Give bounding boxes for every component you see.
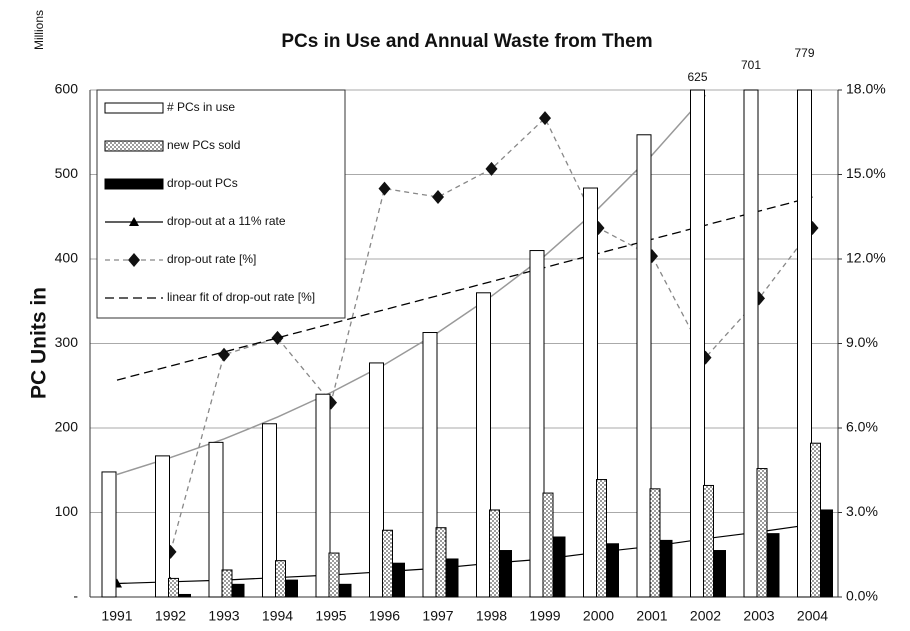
bar [810,442,821,598]
value-label: 625 [687,70,707,84]
chart-title: PCs in Use and Annual Waste from Them [281,31,652,52]
bar [262,423,277,598]
bar [392,562,405,598]
bar [583,187,598,598]
bar [231,583,245,598]
bar [542,492,554,598]
x-tick-label: 2004 [797,608,828,624]
legend-swatch [104,178,164,190]
bar [820,509,833,598]
bar [596,479,607,598]
marker [539,111,551,126]
y-axis-label: PC Units in [28,287,51,399]
legend-label: drop-out PCs [167,176,238,190]
y-tick-label: 600 [55,81,79,97]
marker [218,347,230,362]
x-tick-label: 1997 [422,608,453,624]
y2-tick-label: 9.0% [846,334,878,350]
bar [369,362,384,598]
bar [552,536,566,598]
bar [168,577,179,598]
x-tick-label: 1993 [208,608,239,624]
bar [649,488,661,598]
y-tick-label: 300 [55,334,79,350]
bar [275,560,286,598]
bar [529,250,545,598]
legend-label: # PCs in use [167,100,235,114]
marker [271,330,284,345]
x-tick-label: 1991 [101,608,132,624]
bar [690,89,705,598]
bar [756,468,768,598]
legend-swatch [104,102,164,114]
bar [766,533,780,598]
x-tick-label: 1999 [529,608,560,624]
bar [489,509,500,598]
bar [445,558,459,598]
legend-label: linear fit of drop-out rate [%] [167,290,315,304]
legend-label: drop-out rate [%] [167,252,256,266]
marker [485,161,498,176]
bar [155,455,170,598]
bar [476,292,491,598]
x-tick-label: 2000 [583,608,614,624]
marker [378,181,391,196]
legend-box [96,89,346,319]
x-tick-label: 2001 [636,608,667,624]
bar [499,550,512,598]
y-tick-label: 200 [55,419,79,435]
y-axis-unit: Millions [32,10,46,50]
marker [129,217,139,226]
bar [382,529,393,598]
bar [659,539,673,598]
y2-tick-label: 3.0% [846,503,878,519]
bar [221,569,233,598]
bar [338,583,352,598]
legend-label: drop-out at a 11% rate [167,214,286,228]
y-tick-label: 100 [55,503,79,519]
x-tick-label: 1992 [155,608,186,624]
x-tick-label: 2002 [690,608,721,624]
x-tick-label: 1995 [315,608,346,624]
y2-tick-label: 6.0% [846,419,878,435]
bar [178,593,191,598]
bar [101,471,117,598]
x-tick-label: 1996 [369,608,400,624]
legend-label: new PCs sold [167,138,240,152]
y2-tick-label: 12.0% [846,250,886,266]
bar [713,550,726,598]
bar [743,89,759,598]
marker [432,190,444,205]
y-tick-label: 400 [55,250,79,266]
bar [315,393,331,598]
y-tick-label: 500 [55,165,79,181]
bar [208,441,224,598]
bar [797,89,812,598]
x-tick-label: 1994 [262,608,293,624]
bar [285,579,298,598]
bar [636,134,652,598]
bar [703,484,714,598]
y2-tick-label: 0.0% [846,588,878,604]
line [116,196,813,381]
value-label: 701 [741,58,761,72]
legend-swatch [104,140,164,152]
value-label: 779 [794,46,814,60]
marker [128,253,140,267]
y-tick-label: - [73,588,78,604]
bar [328,552,340,598]
bar [435,527,447,598]
bar [606,543,619,598]
x-tick-label: 2003 [743,608,774,624]
y2-tick-label: 18.0% [846,81,886,97]
x-tick-label: 1998 [476,608,507,624]
bar [422,332,438,598]
y2-tick-label: 15.0% [846,165,886,181]
